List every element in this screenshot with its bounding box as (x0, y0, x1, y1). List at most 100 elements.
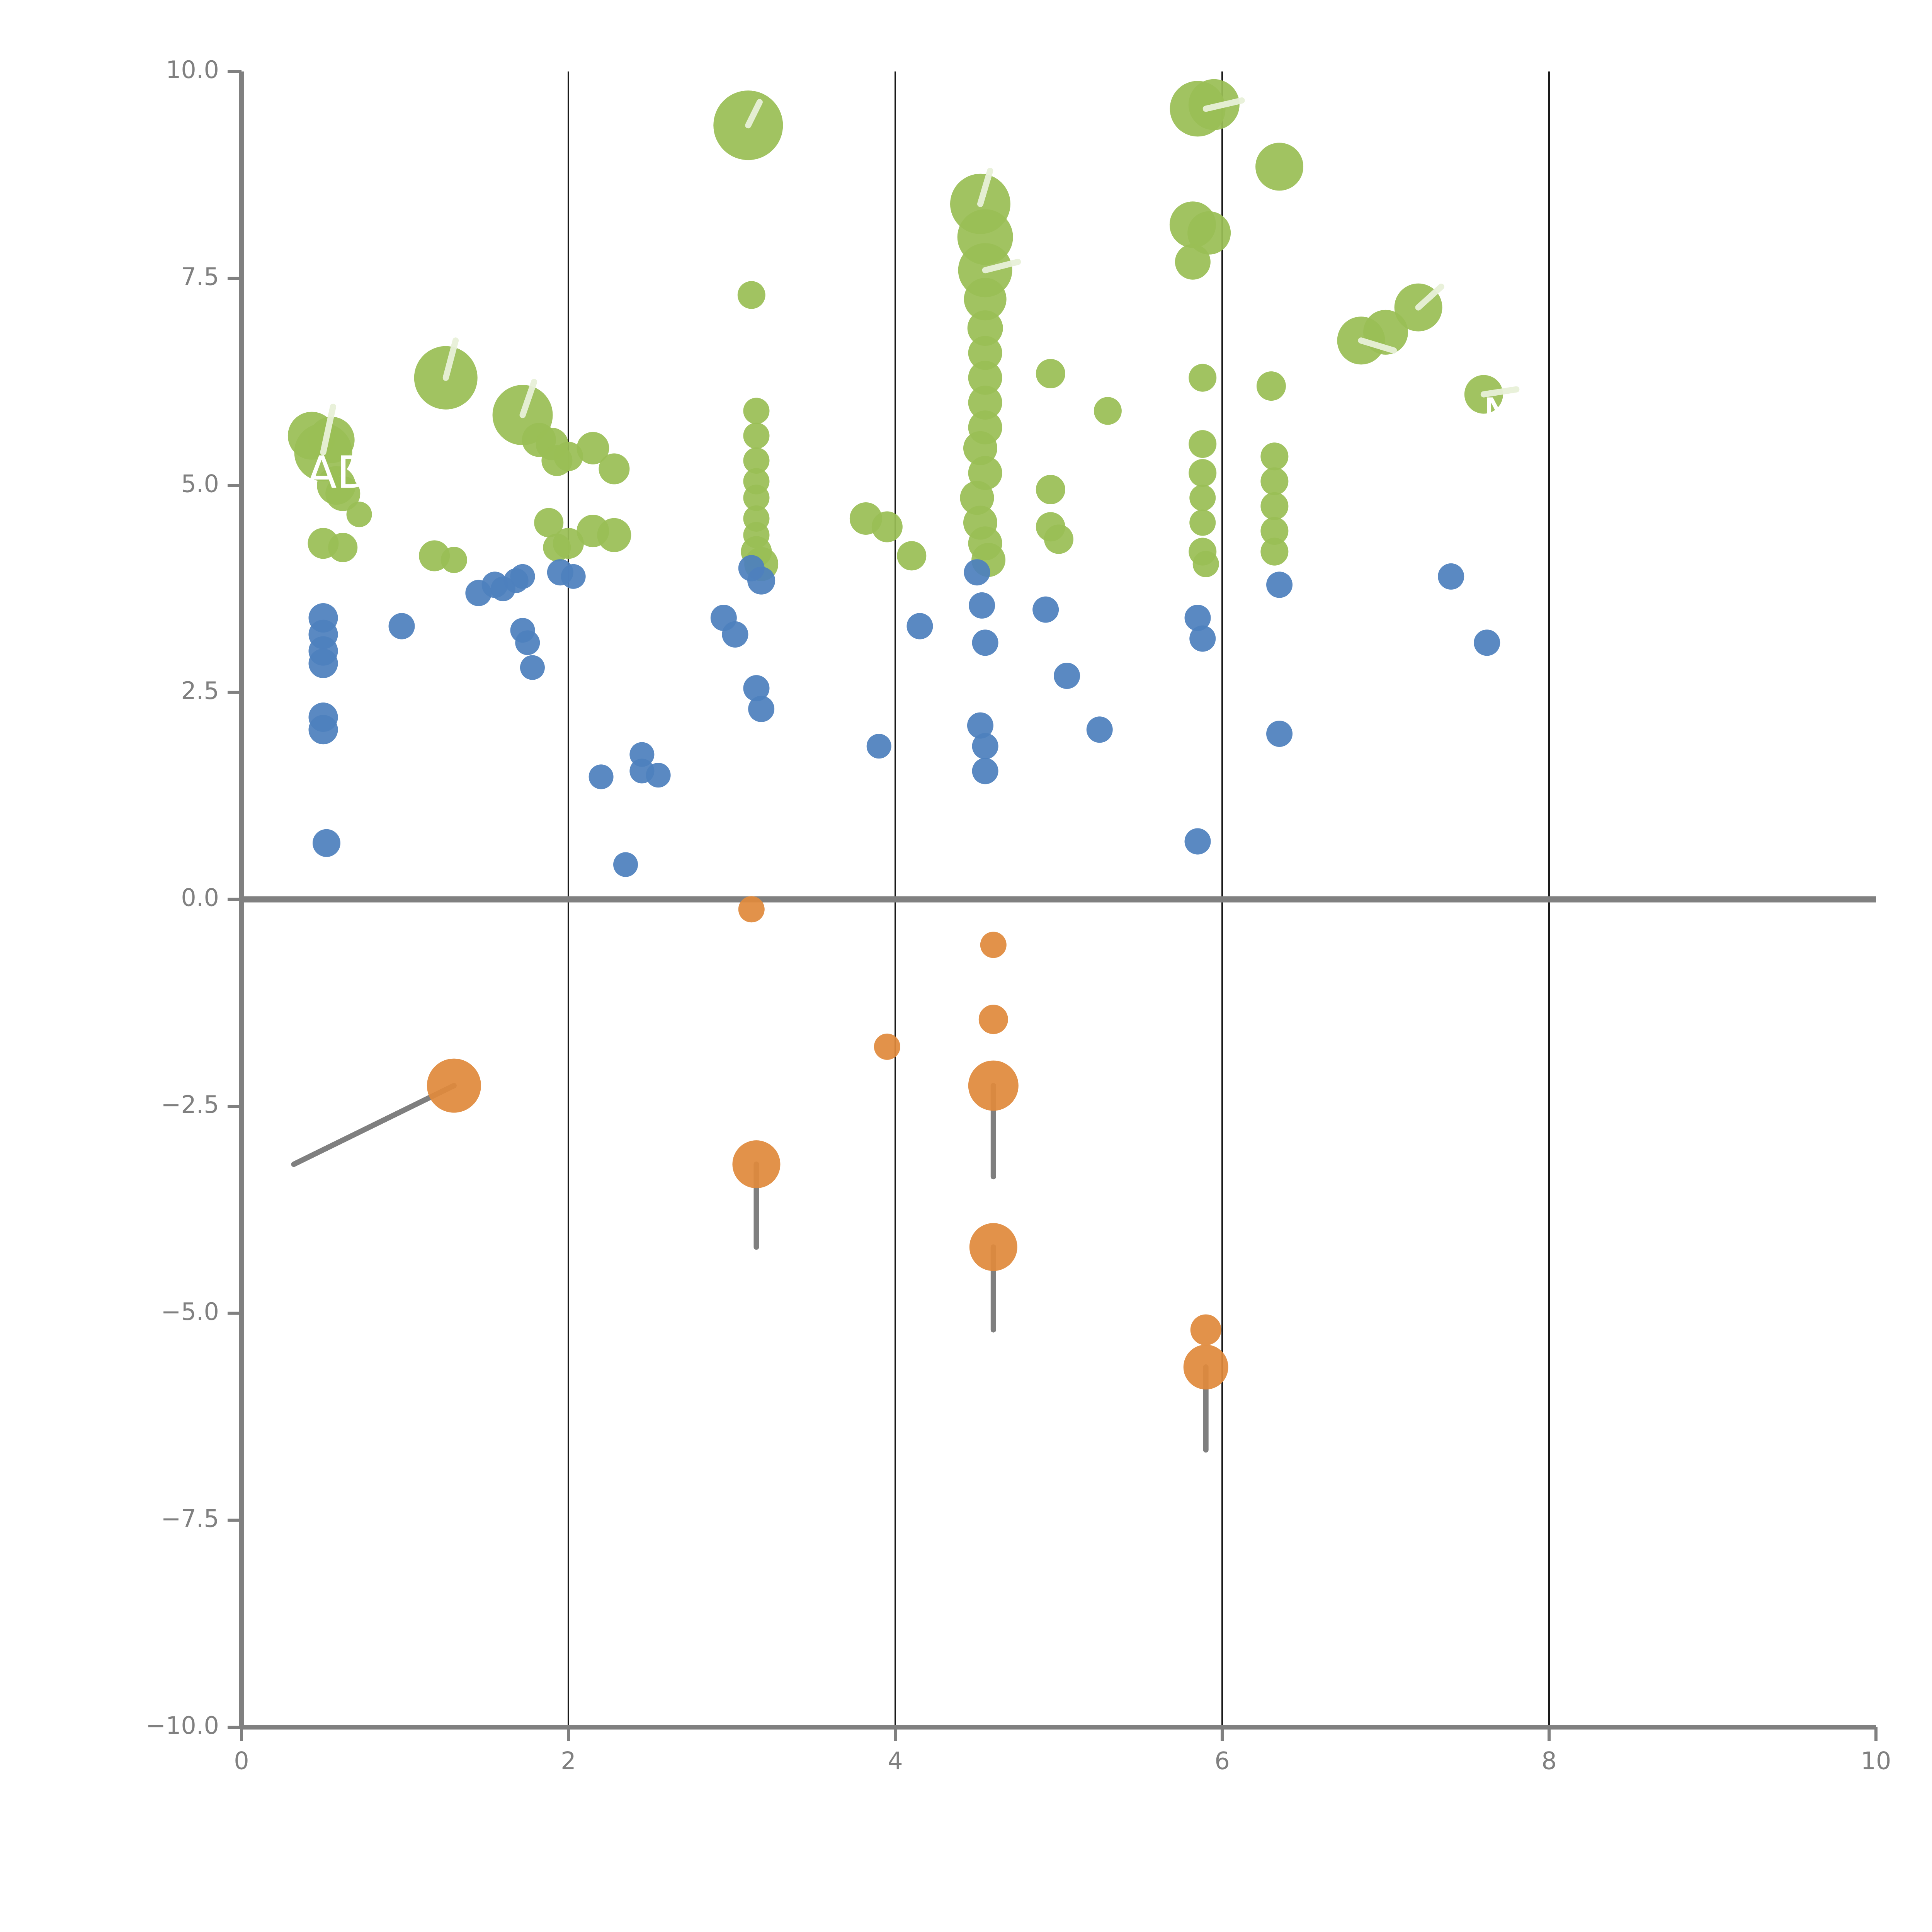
data-point-blue-5[interactable] (308, 715, 338, 745)
data-point-green-62[interactable] (1189, 364, 1217, 392)
data-point-green-4[interactable] (325, 476, 361, 511)
marker-whiskers-group (320, 97, 1520, 456)
data-point-green-24[interactable] (737, 281, 765, 309)
data-point-green-53[interactable] (1036, 474, 1065, 504)
data-point-green-20[interactable] (599, 453, 630, 485)
data-point-orange-5[interactable] (978, 1005, 1008, 1034)
data-point-orange-4[interactable] (980, 932, 1007, 958)
data-point-blue-43[interactable] (1266, 571, 1293, 598)
data-point-orange-0[interactable] (427, 1058, 481, 1113)
data-point-green-29[interactable] (743, 485, 770, 511)
data-point-blue-7[interactable] (388, 613, 415, 639)
data-point-green-61[interactable] (1175, 244, 1211, 280)
data-point-blue-24[interactable] (722, 621, 748, 648)
data-point-green-40[interactable] (964, 278, 1007, 321)
tick-labels-group: 10.0 7.5 5.0 2.5 0.0 −2.5 −5.0 −7.5 −10.0 0 2 4 6 8 10 (146, 56, 1891, 1775)
data-point-blue-3[interactable] (308, 648, 338, 678)
data-point-blue-45[interactable] (1438, 563, 1464, 590)
data-point-blue-27[interactable] (743, 675, 770, 702)
data-point-blue-42[interactable] (1184, 828, 1211, 855)
data-point-green-7[interactable] (346, 502, 372, 527)
marker-whisker-3 (745, 99, 763, 129)
marker-whisker-4 (977, 168, 993, 207)
data-point-green-70[interactable] (1256, 371, 1286, 401)
data-point-green-22[interactable] (597, 518, 631, 552)
data-point-blue-37[interactable] (1032, 596, 1059, 623)
data-point-blue-40[interactable] (1184, 605, 1211, 631)
data-point-green-35[interactable] (871, 511, 903, 543)
data-point-orange-8[interactable] (1190, 1314, 1221, 1345)
data-point-green-41[interactable] (967, 310, 1003, 346)
data-point-green-43[interactable] (968, 361, 1002, 395)
data-point-blue-28[interactable] (748, 696, 775, 722)
data-point-orange-3[interactable] (874, 1033, 900, 1060)
data-point-blue-39[interactable] (1086, 716, 1113, 743)
data-point-green-19[interactable] (577, 432, 609, 464)
marker-whisker-5 (982, 259, 1021, 274)
data-point-green-73[interactable] (1260, 492, 1289, 520)
data-point-green-18[interactable] (553, 528, 584, 559)
data-point-green-74[interactable] (1260, 517, 1289, 545)
data-point-blue-32[interactable] (969, 592, 995, 619)
data-point-blue-46[interactable] (1474, 629, 1500, 656)
data-point-green-25[interactable] (743, 398, 770, 424)
data-point-blue-33[interactable] (972, 629, 998, 656)
y-tick-label-5: −2.5 (161, 1090, 219, 1119)
data-point-green-6[interactable] (328, 532, 358, 562)
x-tick-label-5: 10 (1861, 1747, 1891, 1775)
data-point-green-36[interactable] (897, 541, 927, 571)
data-point-blue-15[interactable] (520, 655, 545, 680)
data-point-blue-29[interactable] (866, 734, 891, 759)
data-point-green-75[interactable] (1260, 537, 1289, 566)
data-point-blue-30[interactable] (906, 613, 933, 639)
data-point-blue-36[interactable] (972, 758, 998, 784)
data-point-green-56[interactable] (1094, 397, 1122, 425)
marker-whisker-6 (1202, 97, 1245, 112)
data-point-blue-12[interactable] (510, 564, 535, 589)
data-point-green-60[interactable] (1187, 211, 1231, 255)
data-point-blue-41[interactable] (1189, 625, 1216, 652)
data-point-green-16[interactable] (534, 508, 564, 537)
data-point-blue-22[interactable] (646, 763, 671, 788)
data-point-blue-35[interactable] (972, 733, 998, 760)
data-point-blue-26[interactable] (747, 566, 776, 595)
data-point-orange-6[interactable] (968, 1060, 1019, 1111)
data-point-green-10[interactable] (440, 547, 467, 573)
data-point-green-42[interactable] (968, 336, 1002, 370)
data-point-blue-6[interactable] (312, 829, 340, 857)
data-point-green-48[interactable] (960, 481, 994, 515)
data-point-green-69[interactable] (1255, 143, 1304, 191)
data-point-green-64[interactable] (1189, 459, 1217, 487)
data-point-blue-18[interactable] (588, 764, 614, 789)
data-point-blue-14[interactable] (515, 630, 540, 655)
data-point-green-66[interactable] (1189, 509, 1216, 536)
marker-whisker-9 (1480, 386, 1520, 398)
data-point-green-44[interactable] (968, 386, 1002, 420)
data-point-green-55[interactable] (1044, 524, 1073, 554)
data-point-orange-2[interactable] (732, 1140, 781, 1189)
data-point-green-27[interactable] (743, 447, 770, 474)
data-point-green-68[interactable] (1192, 551, 1219, 577)
data-markers-group[interactable] (287, 79, 1503, 1390)
data-point-blue-31[interactable] (964, 559, 990, 586)
data-point-blue-17[interactable] (561, 564, 586, 589)
data-point-orange-1[interactable] (738, 896, 765, 923)
x-tick-label-3: 6 (1214, 1747, 1230, 1775)
data-point-orange-7[interactable] (969, 1223, 1017, 1271)
marker-whisker-7 (1358, 337, 1397, 354)
x-tick-label-1: 2 (561, 1747, 576, 1775)
data-point-blue-38[interactable] (1054, 663, 1080, 689)
data-point-green-15[interactable] (554, 442, 583, 471)
data-point-green-65[interactable] (1189, 485, 1216, 511)
data-point-orange-9[interactable] (1183, 1345, 1228, 1390)
data-point-blue-44[interactable] (1266, 721, 1293, 747)
data-point-blue-34[interactable] (967, 712, 993, 739)
data-point-green-71[interactable] (1260, 442, 1289, 471)
data-point-green-72[interactable] (1260, 467, 1289, 495)
data-point-green-63[interactable] (1189, 430, 1217, 458)
data-point-green-26[interactable] (743, 422, 770, 449)
y-tick-label-4: 0.0 (181, 884, 219, 912)
data-point-green-52[interactable] (1036, 359, 1065, 389)
data-point-blue-19[interactable] (613, 852, 638, 877)
